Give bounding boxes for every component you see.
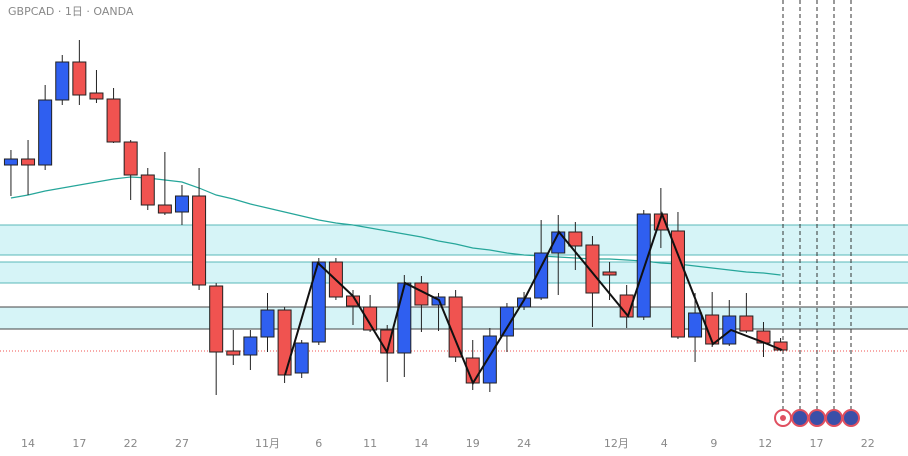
zone: [0, 262, 908, 283]
zigzag: [284, 211, 783, 386]
x-tick-label: 14: [21, 437, 35, 450]
candle-body: [174, 195, 189, 213]
candle-body: [585, 244, 600, 294]
candle-body: [670, 230, 685, 338]
marks: [0, 40, 908, 395]
candle-body: [277, 309, 292, 376]
candle-body: [123, 141, 138, 176]
candle-body: [739, 315, 754, 332]
candle-body: [602, 271, 617, 276]
candle-body: [636, 213, 651, 318]
candle-body: [722, 315, 737, 345]
x-tick-label: 11: [363, 437, 377, 450]
zone: [0, 225, 908, 255]
flag-uk[interactable]: [791, 409, 809, 427]
candle-body: [157, 204, 172, 214]
x-tick-label: 14: [414, 437, 428, 450]
candle-body: [192, 195, 207, 286]
candle-body: [311, 261, 326, 343]
x-tick-label: 17: [72, 437, 86, 450]
candle-body: [21, 158, 36, 166]
x-tick-label: 12月: [604, 437, 629, 450]
chart-title: GBPCAD · 1日 · OANDA: [8, 5, 134, 18]
candle-body: [363, 306, 378, 331]
x-tick-label: 22: [124, 437, 138, 450]
candle-body: [294, 342, 309, 374]
flag-ca-leaf: [780, 415, 786, 421]
candle-body: [568, 231, 583, 247]
candle-body: [55, 61, 70, 101]
event-lines: [782, 0, 852, 410]
x-tick-label: 6: [315, 437, 322, 450]
candle-body: [534, 252, 549, 299]
candle-body: [226, 350, 241, 356]
x-tick-label: 27: [175, 437, 189, 450]
candle-body: [38, 99, 53, 166]
candle-body: [397, 282, 412, 354]
x-tick-label: 11月: [255, 437, 280, 450]
x-tick-label: 19: [466, 437, 480, 450]
moving-average: [10, 176, 781, 276]
candle-body: [209, 285, 224, 353]
x-tick-label: 9: [710, 437, 717, 450]
flag-uk[interactable]: [808, 409, 826, 427]
candle-body: [482, 335, 497, 384]
candle-body: [243, 336, 258, 356]
x-tick-label: 4: [661, 437, 668, 450]
candle-body: [3, 158, 18, 166]
event-flags: [774, 409, 860, 427]
x-tick-label: 17: [809, 437, 823, 450]
candle-body: [499, 306, 514, 337]
x-tick-label: 12: [758, 437, 772, 450]
candle-body: [260, 309, 275, 338]
flag-uk[interactable]: [825, 409, 843, 427]
x-tick-label: 24: [517, 437, 531, 450]
candle-body: [140, 174, 155, 206]
x-tick-label: 22: [861, 437, 875, 450]
candle-body: [106, 98, 121, 143]
candle-body: [72, 61, 87, 96]
candle-body: [89, 92, 104, 100]
candle-body: [688, 312, 703, 338]
flag-uk[interactable]: [842, 409, 860, 427]
